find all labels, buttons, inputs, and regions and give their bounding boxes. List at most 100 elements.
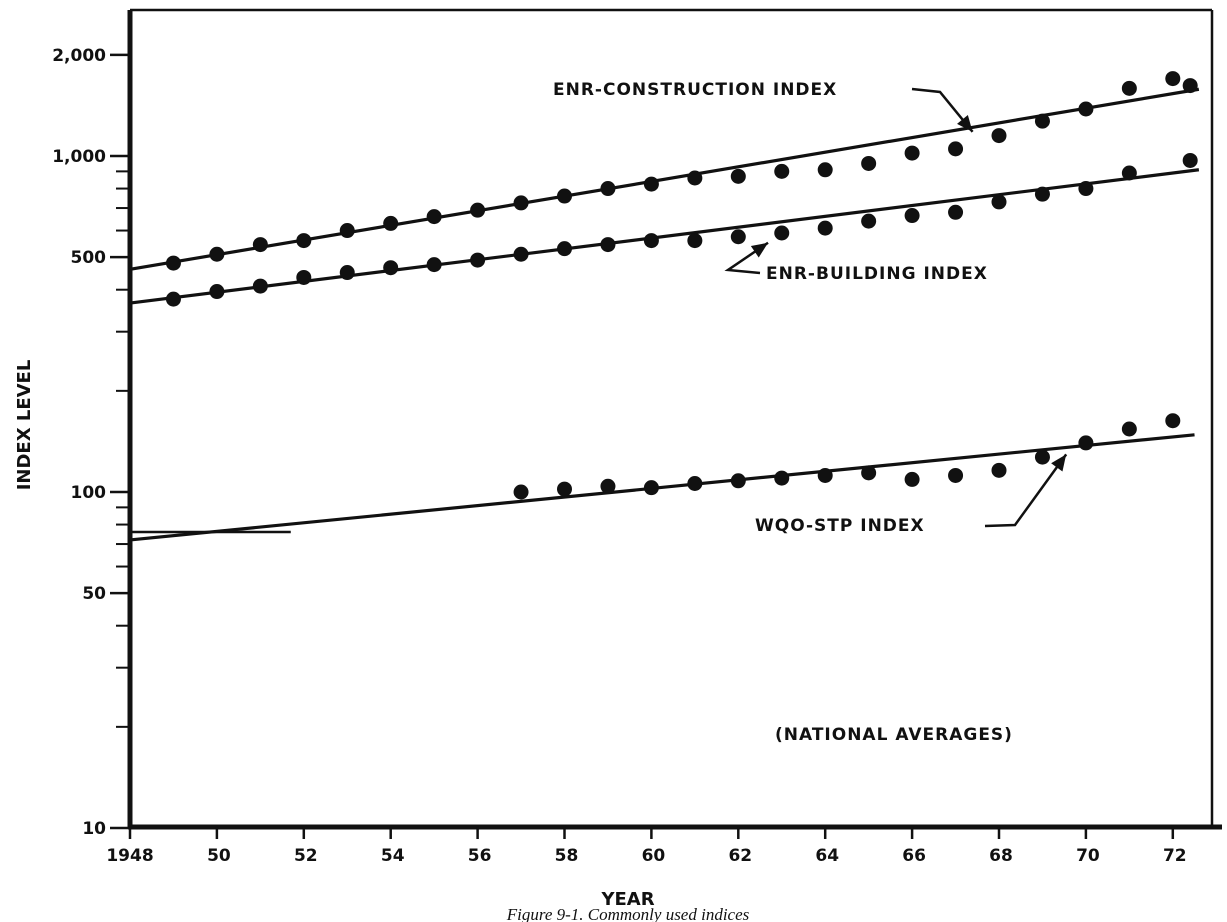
ticks: 10 50 100 500 1,000 2,000 1948 50 52 54 56 58 60 62 64… [52, 46, 1186, 866]
x-tick-label: 62 [728, 846, 752, 866]
data-point-series-3 [1034, 449, 1050, 465]
data-point-series-3 [817, 467, 833, 483]
data-point-series-1 [557, 188, 572, 204]
leader-wqo-stp-arrowhead [1051, 454, 1067, 472]
data-point-series-2 [643, 233, 659, 249]
data-point-series-1 [904, 145, 920, 161]
leader-enr-building-arrowhead [750, 242, 769, 258]
data-point-series-2 [817, 220, 833, 236]
data-point-series-1 [383, 215, 399, 231]
y-axis-label: INDEX LEVEL [14, 360, 35, 491]
data-point-series-1 [817, 162, 833, 178]
data-point-series-2 [339, 265, 355, 281]
data-point-series-1 [1034, 113, 1050, 129]
data-point-series-2 [687, 233, 703, 249]
y-tick-label: 2,000 [52, 46, 106, 66]
data-point-series-1 [991, 128, 1007, 144]
y-tick-label: 100 [71, 483, 107, 503]
data-point-series-1 [687, 170, 703, 186]
data-point-series-2 [730, 229, 746, 245]
data-point-series-2 [209, 284, 225, 300]
data-point-series-1 [252, 237, 268, 253]
data-point-series-3 [948, 467, 964, 483]
leader-enr-construction [911, 87, 974, 133]
data-point-series-2 [296, 269, 312, 285]
data-point-series-3 [687, 475, 703, 491]
data-point-series-1 [861, 155, 877, 171]
data-point-series-3 [730, 473, 746, 489]
x-tick-label: 58 [555, 846, 579, 866]
annotation-enr-construction: ENR-CONSTRUCTION INDEX [553, 80, 837, 100]
data-point-series-1 [1165, 71, 1181, 87]
data-point-series-1 [948, 141, 964, 157]
data-point-series-1 [730, 168, 746, 184]
data-point-series-1 [643, 176, 659, 192]
data-point-series-1 [774, 163, 790, 179]
x-tick-label: 60 [642, 846, 666, 866]
data-point-series-2 [165, 291, 181, 307]
x-tick-label: 50 [207, 846, 231, 866]
y-tick-label: 1,000 [52, 147, 106, 167]
data-point-series-2 [383, 260, 399, 276]
leader-enr-construction-arrowhead [957, 115, 973, 132]
data-point-series-3 [1121, 421, 1137, 437]
x-tick-label: 64 [815, 846, 839, 866]
x-tick-label: 68 [989, 846, 1013, 866]
data-point-series-2 [600, 237, 616, 253]
data-point-series-3 [904, 471, 920, 487]
x-axis-label: YEAR [600, 889, 654, 910]
data-point-series-3 [600, 478, 616, 494]
data-point-series-1 [470, 202, 486, 218]
data-point-series-1 [1121, 80, 1137, 96]
data-point-series-3 [991, 462, 1007, 478]
data-point-series-1 [600, 181, 616, 197]
data-point-series-1 [1078, 101, 1094, 117]
trend-line-series-3 [129, 433, 1195, 542]
data-point-series-1 [513, 195, 529, 211]
data-point-series-3 [1165, 413, 1181, 429]
axes [127, 8, 1222, 830]
data-point-series-2 [774, 225, 790, 241]
data-point-series-2 [252, 278, 268, 294]
annotation-national-averages: (NATIONAL AVERAGES) [775, 725, 1013, 745]
data-point-series-3 [557, 481, 572, 497]
annotation-enr-building: ENR-BUILDING INDEX [766, 264, 988, 284]
data-point-series-2 [1182, 152, 1198, 168]
data-point-series-1 [209, 246, 225, 262]
data-point-series-2 [991, 194, 1007, 210]
data-point-series-2 [861, 213, 877, 229]
data-point-series-2 [470, 252, 486, 268]
data-point-series-3 [513, 484, 529, 500]
y-tick-label: 500 [71, 248, 107, 268]
y-tick-label: 50 [82, 584, 106, 604]
data-point-series-2 [948, 204, 964, 220]
y-tick-label: 10 [82, 819, 106, 839]
annotations: ENR-CONSTRUCTION INDEX ENR-BUILDING INDE… [553, 80, 1068, 745]
x-tick-label: 70 [1076, 846, 1100, 866]
data-point-series-1 [296, 233, 312, 249]
data-point-series-1 [339, 223, 355, 239]
data-point-series-1 [1182, 78, 1198, 94]
data-point-series-2 [1121, 165, 1137, 181]
x-tick-label: 54 [381, 846, 405, 866]
data-point-series-3 [774, 470, 790, 486]
leader-enr-building [724, 241, 769, 275]
data-point-series-1 [426, 209, 442, 225]
data-point-series-3 [643, 480, 659, 496]
annotation-wqo-stp: WQO-STP INDEX [755, 516, 925, 536]
x-tick-label: 66 [902, 846, 926, 866]
figure-caption: Figure 9-1. Commonly used indices [506, 905, 750, 922]
data-point-series-2 [1034, 186, 1050, 202]
data-point-series-2 [513, 246, 529, 262]
x-tick-label: 56 [468, 846, 492, 866]
data-point-series-2 [1078, 181, 1094, 197]
x-tick-label: 1948 [106, 846, 153, 866]
data-point-series-2 [557, 241, 572, 257]
data-points [165, 71, 1198, 500]
data-point-series-3 [1078, 435, 1094, 451]
x-tick-label: 52 [294, 846, 318, 866]
data-point-series-2 [904, 208, 920, 224]
data-point-series-1 [165, 255, 181, 271]
leader-wqo-stp [984, 453, 1068, 528]
